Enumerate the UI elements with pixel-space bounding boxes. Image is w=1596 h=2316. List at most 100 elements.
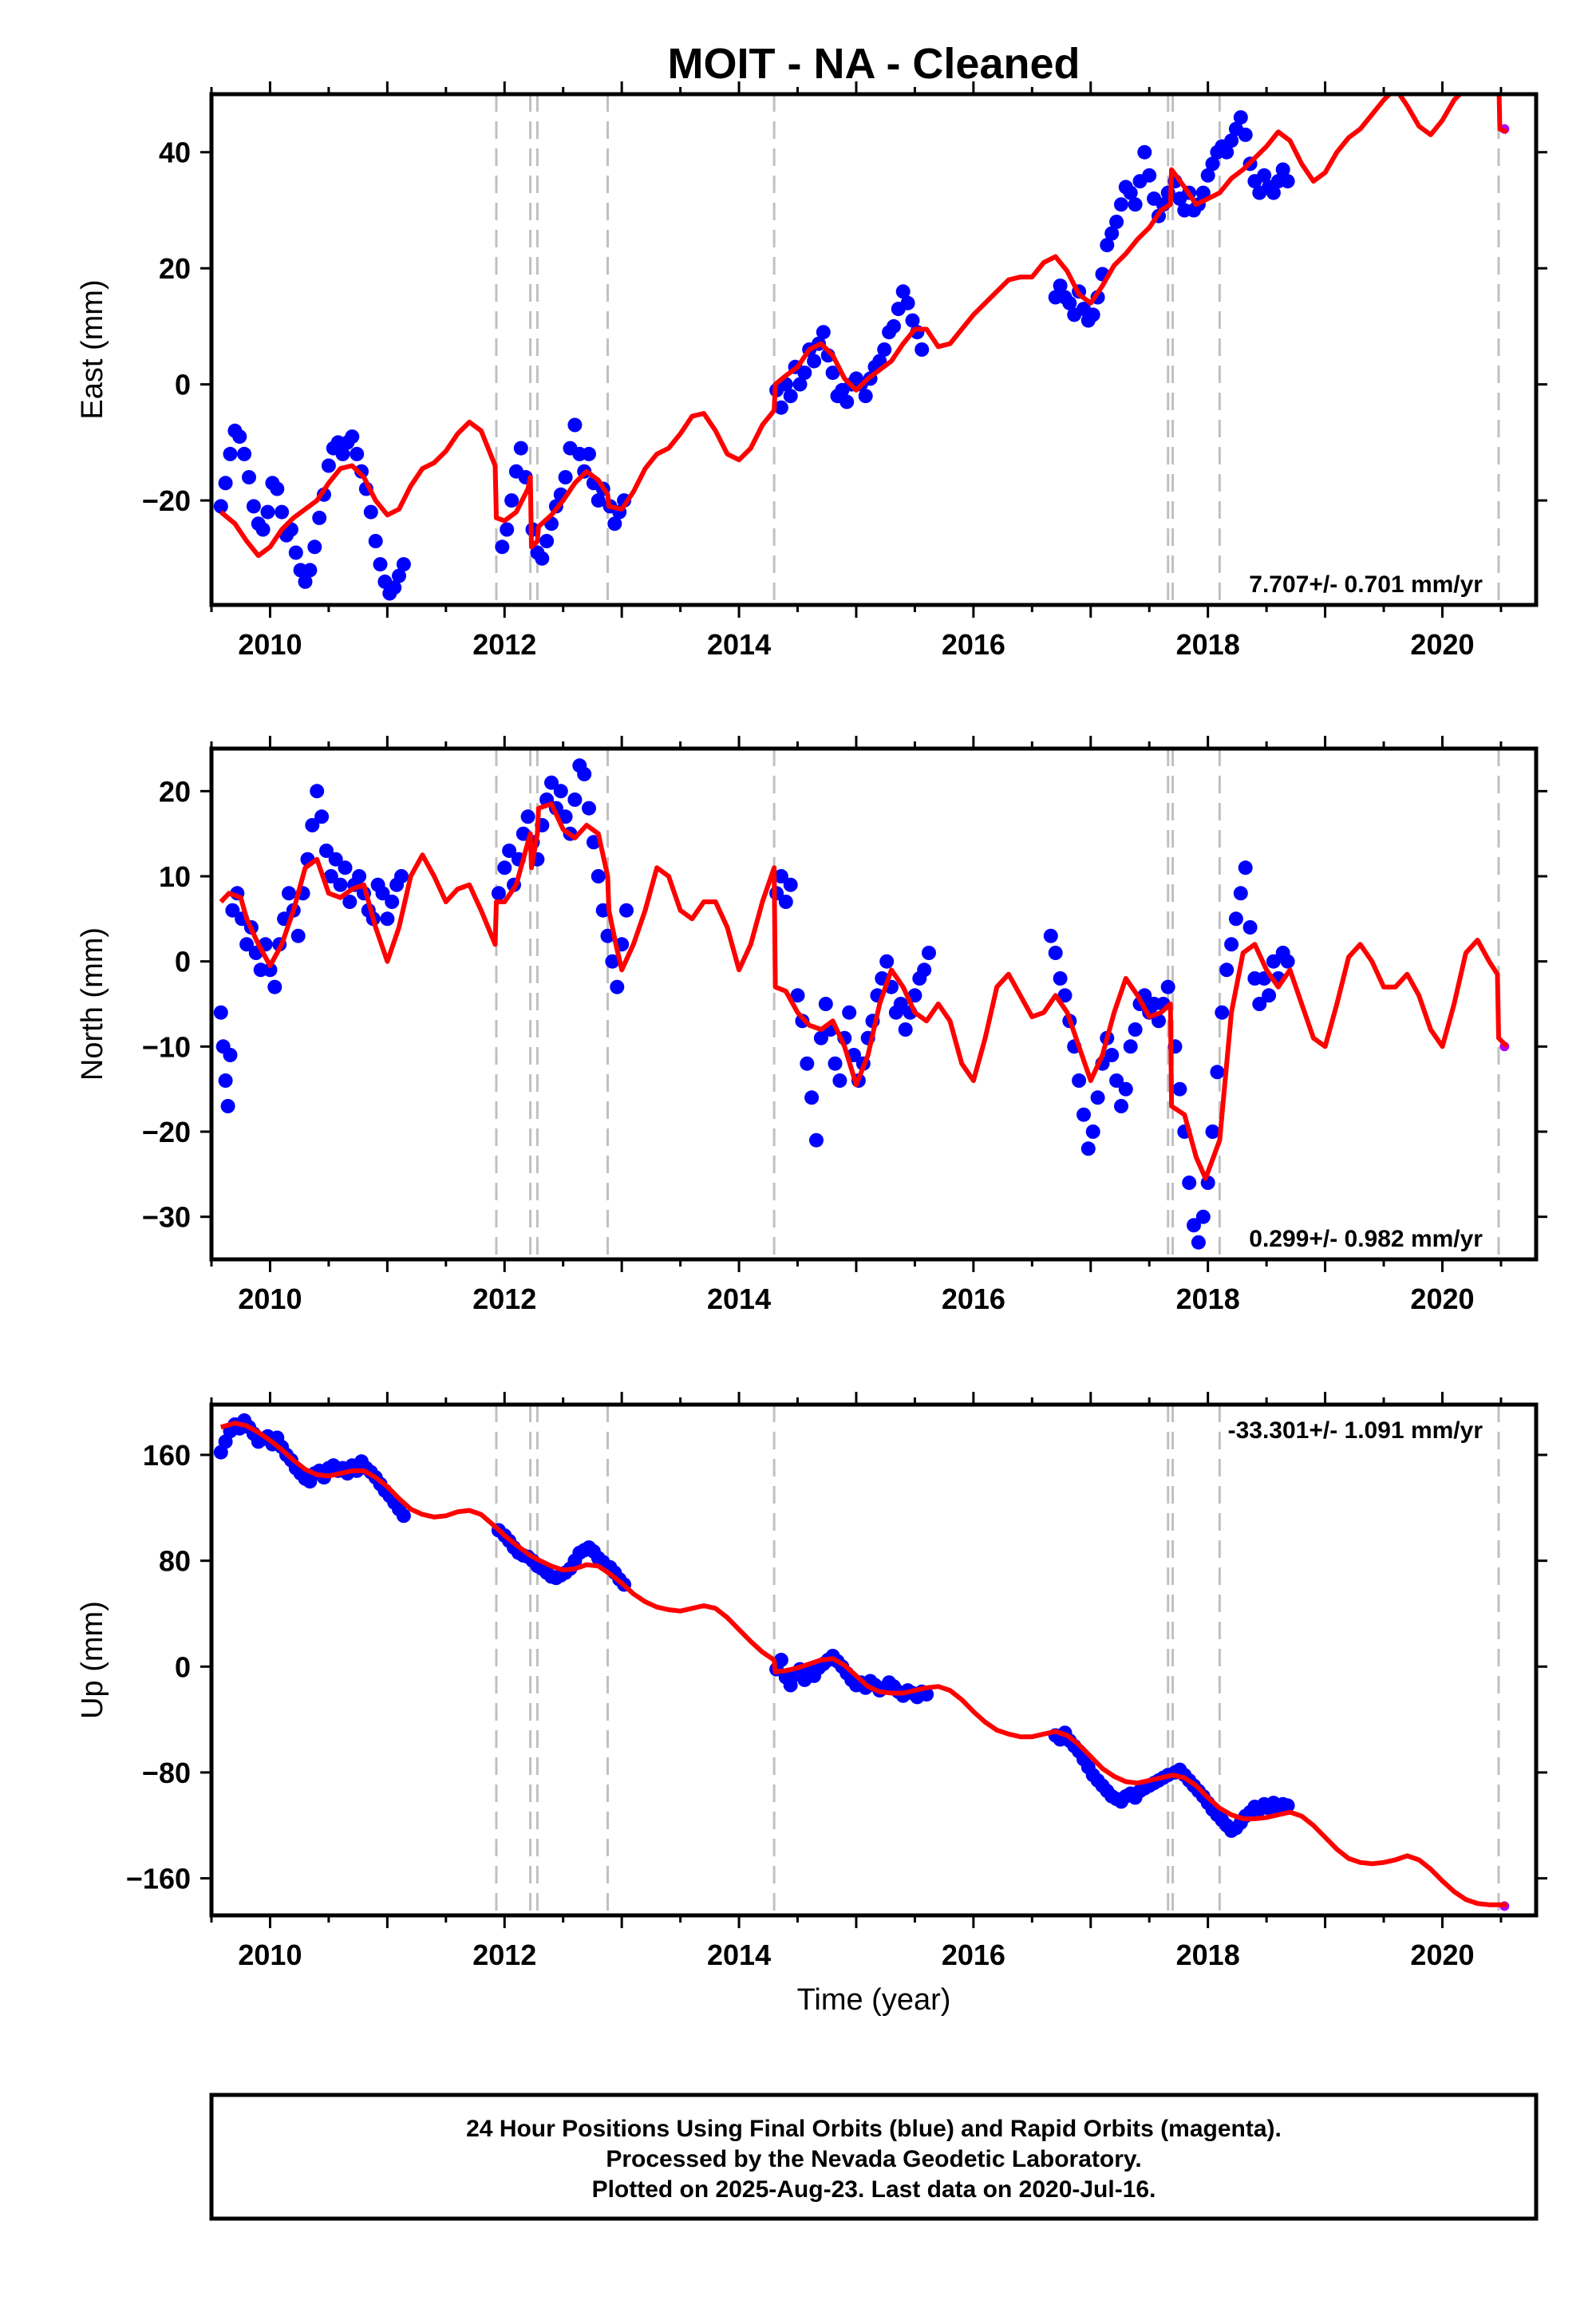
east-data-point [905,313,920,328]
east-data-point [895,284,911,299]
north-x-tick-label: 2012 [472,1282,536,1315]
east-data-point [915,342,930,357]
north-data-point [491,886,506,901]
east-data-point [218,476,233,491]
up-x-tick-label: 2016 [942,1939,1005,1971]
footer-line-1: 24 Hour Positions Using Final Orbits (bl… [466,2116,1282,2142]
east-data-point [607,516,622,532]
north-data-point [1080,1141,1096,1156]
up-y-tick-label: 0 [175,1650,191,1683]
north-data-point [1242,920,1258,935]
up-rate-label: -33.301+/- 1.091 mm/yr [1228,1417,1483,1444]
north-data-point [828,1056,843,1071]
east-data-point [783,389,798,404]
east-data-point [900,295,915,310]
east-panel: −20 0 20 40 East (mm) 2010 2012 2014 2016 2018 202… [76,81,1547,661]
east-data-point [887,318,901,334]
east-data-point [275,504,290,520]
east-data-point [1266,185,1281,200]
east-data-point [816,325,831,340]
east-data-point [1053,279,1068,293]
north-data-point [239,937,255,952]
east-data-point [1257,168,1272,183]
north-data-point [818,997,833,1011]
north-data-point [1072,1073,1087,1088]
east-y-tick-label: −20 [142,484,191,517]
north-rate-label: 0.299+/- 0.982 mm/yr [1249,1226,1483,1252]
east-data-point [1123,185,1138,200]
east-data-point [312,510,327,525]
north-model-line [219,801,1509,1181]
north-data-point [1048,946,1063,960]
north-data-point [502,844,517,858]
up-panel: −160 −80 0 80 160 Up (mm) 2010 2012 2014 2016 2018… [76,1392,1547,1971]
east-data-point [396,557,411,572]
east-data-point [495,539,510,555]
east-data-point [797,366,812,381]
north-data-point [619,903,634,918]
north-data-point [1262,988,1277,1003]
east-data-point [373,557,388,572]
up-x-tick-label: 2012 [472,1939,536,1971]
east-x-tick-label: 2016 [942,628,1005,661]
east-data-point [539,534,555,548]
east-frame [209,92,1539,607]
east-data-point [1085,307,1100,322]
north-data-point [1191,1235,1206,1250]
east-data-point [321,458,336,473]
north-data-point [375,886,390,901]
north-data-point [1123,1039,1138,1054]
up-y-tick-label: 160 [143,1439,191,1472]
up-y-tick-label: −80 [142,1757,191,1789]
north-data-point [898,1022,913,1037]
east-y-axis-label: East (mm) [76,279,109,419]
east-x-tick-label: 2020 [1410,628,1474,661]
east-data-point [1104,226,1120,241]
up-y-axis-label: Up (mm) [76,1601,109,1719]
east-data-point [298,574,313,589]
north-data-point [544,775,559,790]
north-data-point [310,784,325,799]
north-data-point [1238,860,1253,875]
north-data-point [591,869,606,883]
north-data-point [1043,928,1058,943]
north-data-point [553,784,568,799]
north-plot-area [213,758,1510,1250]
up-x-tick-label: 2014 [707,1939,771,1971]
east-data-point [363,504,378,520]
east-data-point [582,446,596,461]
chart-title: MOIT - NA - Cleaned [667,40,1080,88]
north-data-point [213,1005,228,1020]
footer-line-2: Processed by the Nevada Geodetic Laborat… [606,2146,1141,2172]
north-data-point [1280,954,1295,969]
east-data-point [535,551,550,566]
east-data-point [255,522,271,537]
east-data-point [1142,168,1157,183]
north-data-point [1233,886,1248,901]
east-data-point [792,377,808,392]
up-y-tick-label: −160 [126,1863,191,1895]
east-data-point [1137,144,1152,160]
footer-line-3: Plotted on 2025-Aug-23. Last data on 202… [592,2176,1156,2203]
north-data-point [319,844,334,858]
east-data-point [877,342,892,357]
north-x-tick-label: 2010 [238,1282,302,1315]
east-data-point [807,354,822,369]
north-data-point [218,1073,233,1088]
north-data-point [1077,1107,1091,1122]
east-data-point [1114,197,1128,212]
north-data-point [394,869,409,883]
north-data-point [832,1073,847,1088]
east-data-point [558,470,573,484]
east-data-point [1128,197,1143,212]
east-plot-area [213,94,1510,601]
north-data-point [290,928,306,943]
north-data-point [790,988,805,1003]
east-data-point [1275,162,1290,177]
east-data-point [387,580,402,595]
north-data-point [778,895,793,909]
east-data-point [1100,238,1115,253]
east-data-point [1200,168,1215,183]
north-data-point [352,869,367,883]
